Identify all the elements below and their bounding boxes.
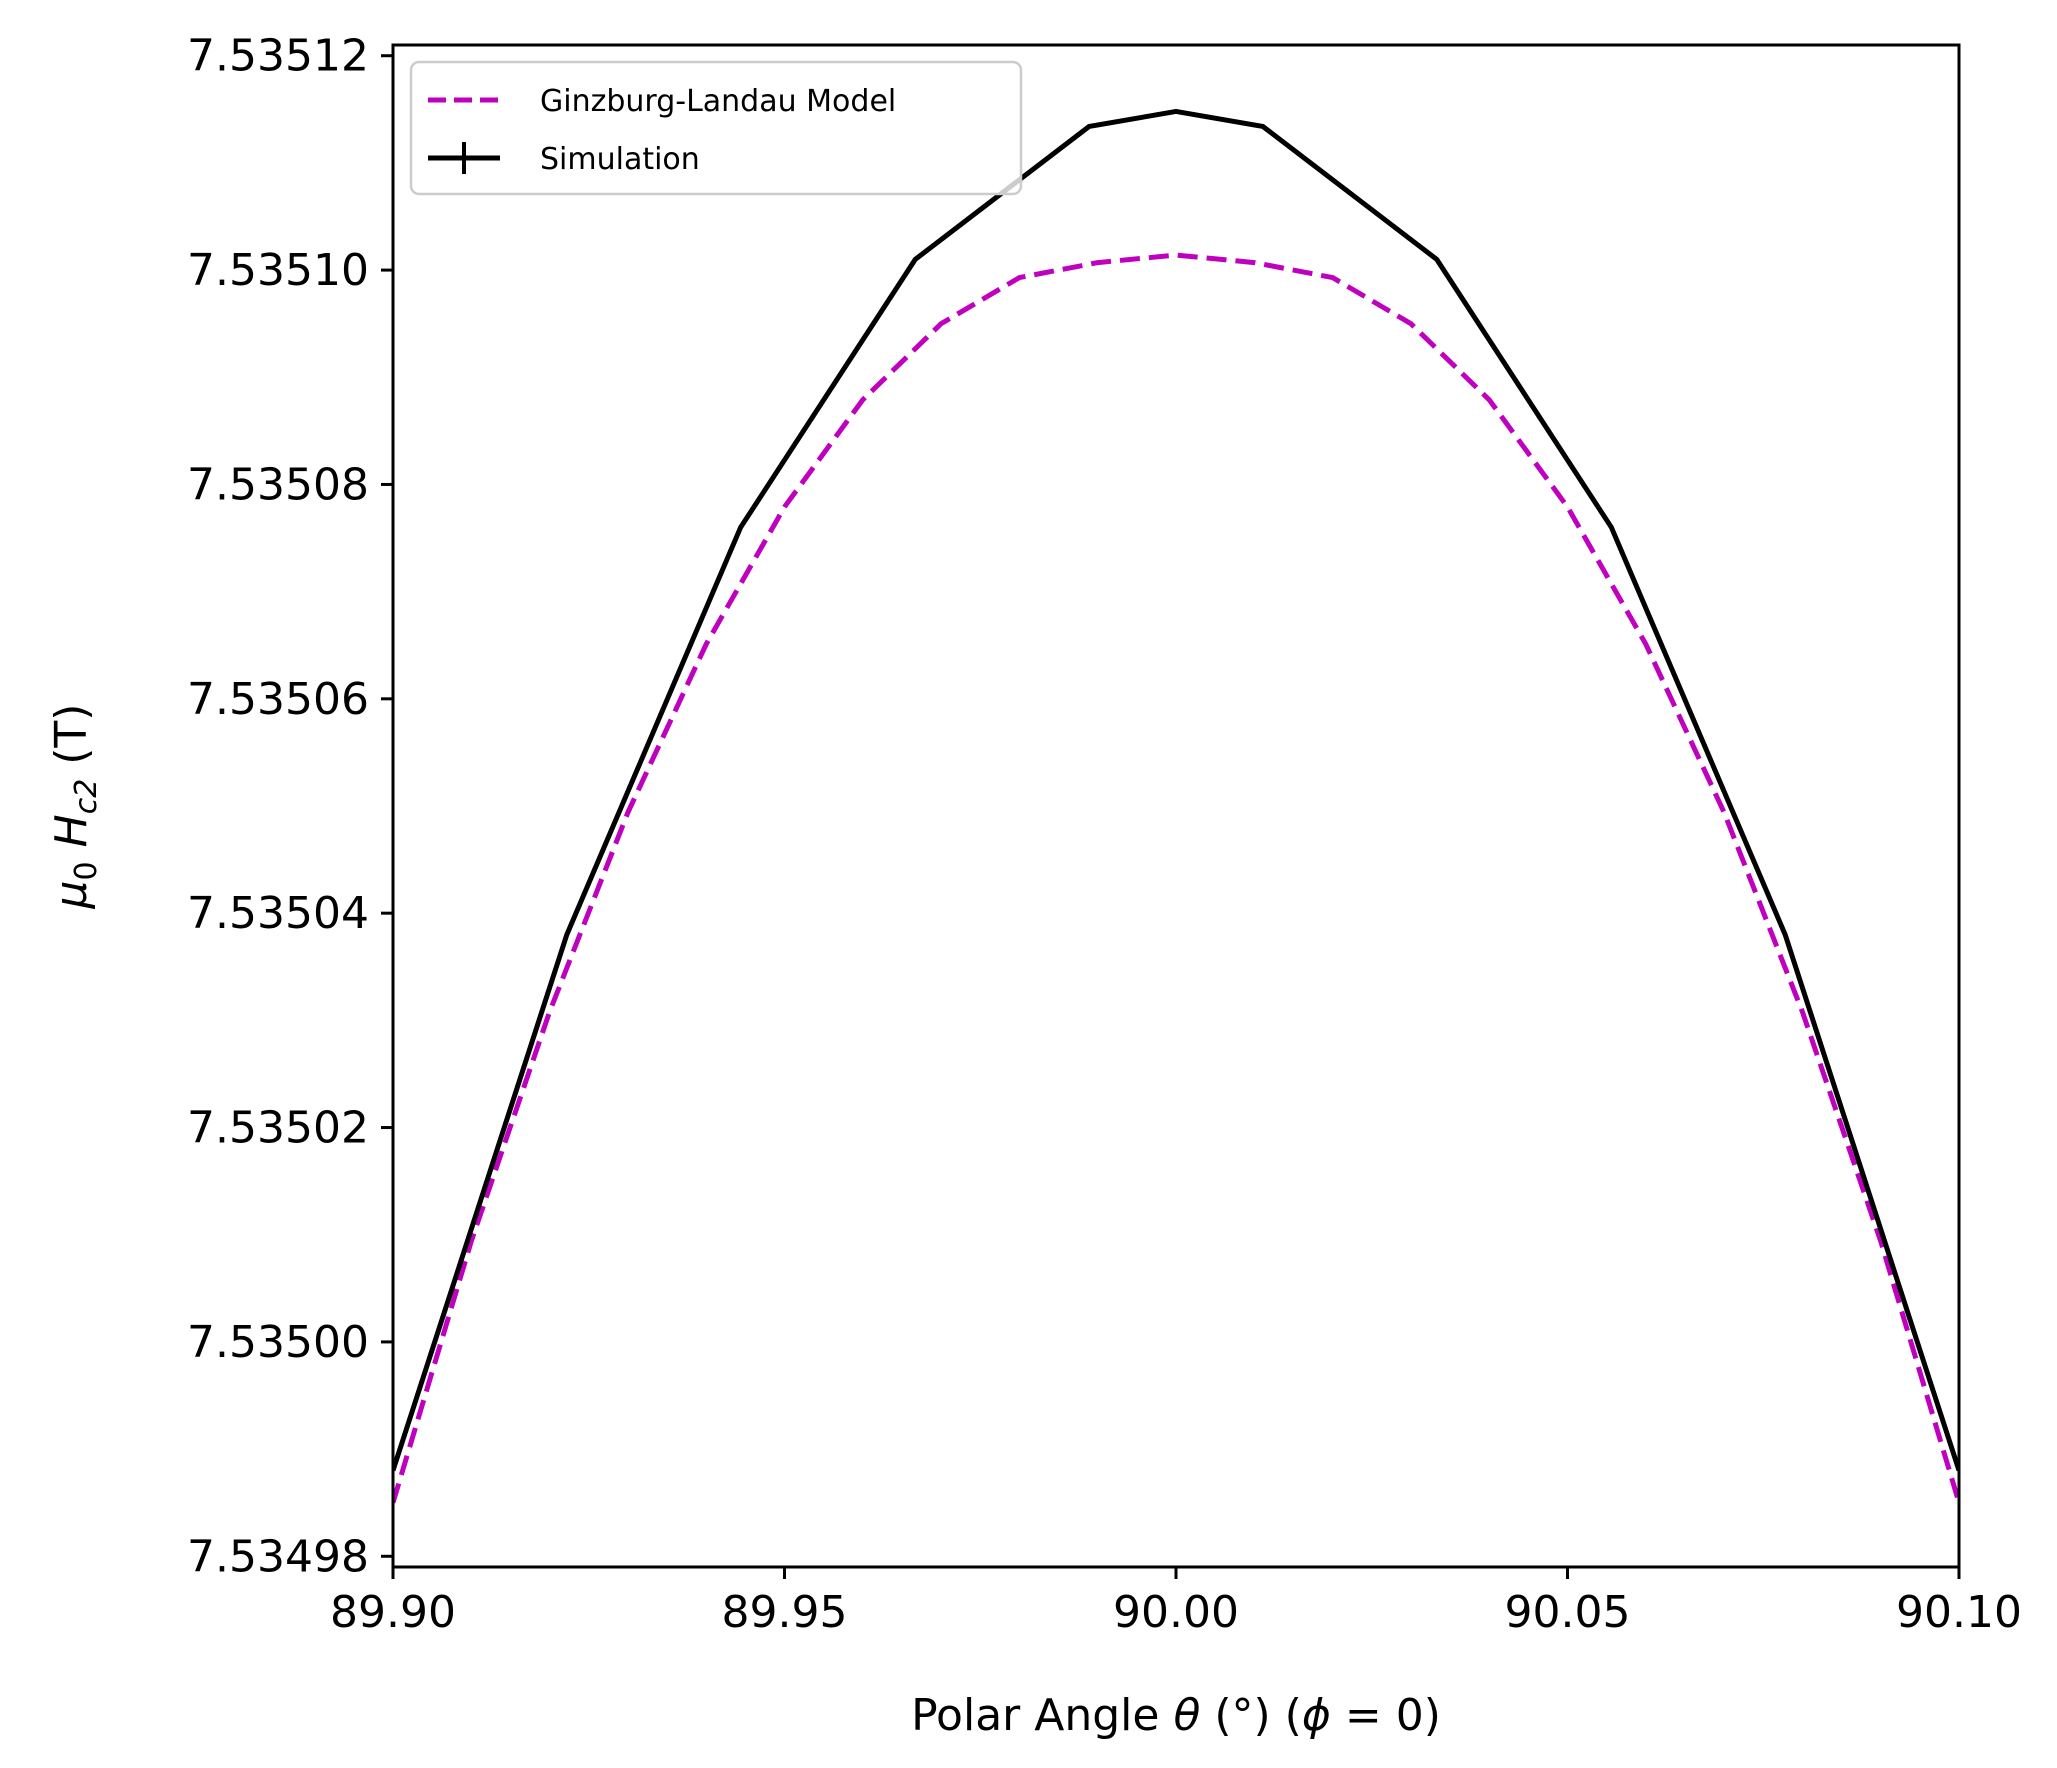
series-layer — [393, 108, 1959, 1504]
x-axis-label: Polar Angle θ (°) (ϕ = 0) — [911, 1690, 1441, 1741]
y-tick-label: 7.53512 — [187, 31, 369, 82]
y-tick-label: 7.53504 — [187, 888, 369, 939]
y-tick-label: 7.53508 — [187, 459, 369, 510]
legend: Ginzburg-Landau Model Simulation — [409, 60, 1023, 196]
y-tick-label: 7.53506 — [187, 674, 369, 725]
x-tick-label: 89.90 — [330, 1587, 456, 1638]
x-tick-label: 90.10 — [1896, 1587, 2022, 1638]
x-axis: 89.90 89.95 90.00 90.05 90.10 — [330, 1567, 2022, 1638]
y-tick-label: 7.53500 — [187, 1317, 369, 1368]
legend-frame — [409, 60, 1023, 196]
legend-label-model: Ginzburg-Landau Model — [540, 84, 896, 119]
y-axis: 7.53498 7.53500 7.53502 7.53504 7.53506 7.535… — [187, 31, 393, 1582]
series-line-ginzburg-landau-model — [393, 252, 1959, 1504]
y-tick-label: 7.53502 — [187, 1103, 369, 1154]
y-axis-label: μ0 Hc2 (T) — [46, 704, 104, 910]
x-tick-label: 90.00 — [1113, 1587, 1239, 1638]
x-tick-label: 90.05 — [1505, 1587, 1631, 1638]
y-tick-label: 7.53498 — [187, 1531, 369, 1582]
x-tick-label: 89.95 — [722, 1587, 848, 1638]
y-tick-label: 7.53510 — [187, 245, 369, 296]
legend-label-simulation: Simulation — [540, 142, 700, 177]
